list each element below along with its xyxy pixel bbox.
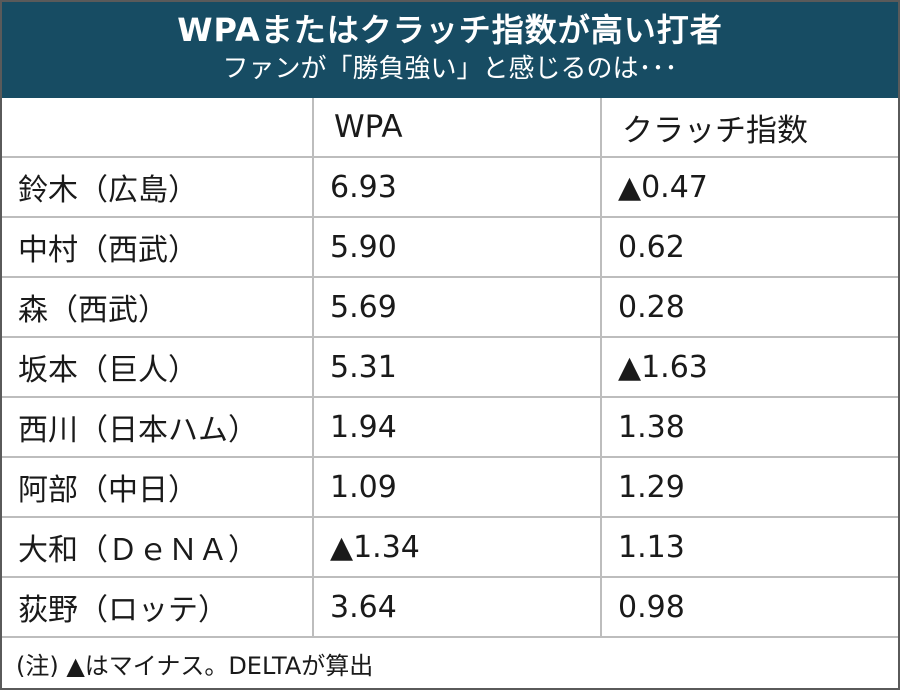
clutch-value-cell: 1.29: [600, 458, 898, 516]
column-header-wpa: WPA: [312, 98, 600, 156]
player-name-cell: 森（西武）: [18, 293, 168, 328]
column-header-clutch: クラッチ指数: [600, 98, 898, 156]
table-header-row: WPA クラッチ指数: [2, 98, 898, 158]
table-row: 森（西武） 5.69 0.28: [2, 278, 898, 338]
chart-subtitle: ファンが「勝負強い」と感じるのは･･･: [222, 54, 678, 84]
wpa-value-cell: ▲1.34: [312, 518, 600, 576]
table-row: 坂本（巨人） 5.31 ▲1.63: [2, 338, 898, 398]
footnote: (注) ▲はマイナス。DELTAが算出: [16, 651, 374, 680]
table-row: 荻野（ロッテ） 3.64 0.98: [2, 578, 898, 638]
chart-header: WPAまたはクラッチ指数が高い打者 ファンが「勝負強い」と感じるのは･･･: [2, 2, 898, 98]
table-row: 西川（日本ハム） 1.94 1.38: [2, 398, 898, 458]
table-row: 大和（ＤｅＮＡ） ▲1.34 1.13: [2, 518, 898, 578]
wpa-value-cell: 5.31: [312, 338, 600, 396]
clutch-value-cell: 0.28: [600, 278, 898, 336]
player-name-cell: 坂本（巨人）: [18, 353, 198, 388]
clutch-value-cell: 1.13: [600, 518, 898, 576]
clutch-value-cell: 1.38: [600, 398, 898, 456]
player-name-cell: 西川（日本ハム）: [18, 413, 258, 448]
player-name-cell: 鈴木（広島）: [18, 173, 198, 208]
wpa-value-cell: 5.90: [312, 218, 600, 276]
wpa-value-cell: 6.93: [312, 158, 600, 216]
wpa-value-cell: 5.69: [312, 278, 600, 336]
player-name-cell: 大和（ＤｅＮＡ）: [18, 533, 258, 568]
clutch-value-cell: 0.62: [600, 218, 898, 276]
table-row: 阿部（中日） 1.09 1.29: [2, 458, 898, 518]
column-header-player: [2, 98, 312, 156]
player-name-cell: 中村（西武）: [18, 233, 198, 268]
table-row: 鈴木（広島） 6.93 ▲0.47: [2, 158, 898, 218]
wpa-value-cell: 3.64: [312, 578, 600, 636]
player-name-cell: 荻野（ロッテ）: [18, 593, 228, 628]
wpa-value-cell: 1.09: [312, 458, 600, 516]
clutch-value-cell: ▲1.63: [600, 338, 898, 396]
player-name-cell: 阿部（中日）: [18, 473, 198, 508]
wpa-value-cell: 1.94: [312, 398, 600, 456]
clutch-value-cell: 0.98: [600, 578, 898, 636]
clutch-value-cell: ▲0.47: [600, 158, 898, 216]
table-row: 中村（西武） 5.90 0.62: [2, 218, 898, 278]
data-table: WPA クラッチ指数 鈴木（広島） 6.93 ▲0.47 中村（西武） 5.90…: [2, 98, 898, 688]
chart-title: WPAまたはクラッチ指数が高い打者: [177, 11, 723, 49]
